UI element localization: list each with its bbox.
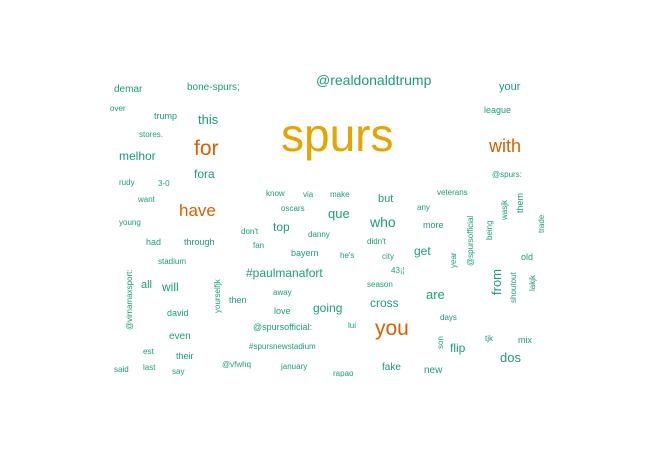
word-3: have: [179, 201, 216, 220]
word-12: league: [484, 105, 512, 115]
word-35: don't: [241, 227, 259, 236]
word-30: young: [119, 218, 141, 227]
word-84: say: [172, 367, 185, 376]
word-64: cross: [370, 296, 399, 310]
word-51: 43¡¦: [391, 266, 405, 275]
word-38: through: [184, 237, 215, 247]
word-19: know: [266, 189, 285, 198]
word-41: @spursofficial: [466, 215, 475, 266]
word-15: fora: [194, 167, 215, 181]
word-47: old: [521, 252, 534, 262]
word-55: season: [367, 280, 393, 289]
word-58: lakjk: [528, 274, 537, 291]
word-71: tjk: [485, 334, 493, 343]
word-45: city: [382, 252, 394, 261]
word-42: being: [485, 220, 494, 240]
word-78: dos: [500, 350, 521, 365]
word-21: make: [330, 190, 350, 199]
word-6: demar: [114, 84, 143, 95]
word-63: going: [313, 301, 343, 315]
word-14: melhor: [119, 149, 156, 163]
word-66: love: [274, 306, 291, 316]
word-49: year: [449, 252, 458, 268]
word-44: he's: [340, 251, 355, 260]
word-33: more: [423, 220, 444, 230]
word-18: 3-0: [158, 179, 170, 188]
word-8: your: [499, 81, 521, 93]
word-70: even: [169, 331, 191, 342]
word-53: all: [141, 279, 153, 291]
word-29: them: [515, 192, 525, 213]
word-56: from: [489, 269, 504, 295]
word-46: get: [414, 244, 431, 258]
word-81: fake: [382, 362, 401, 373]
word-25: oscars: [281, 204, 305, 213]
word-0: spurs: [281, 109, 394, 161]
word-17: rudy: [119, 178, 135, 187]
word-36: danny: [308, 230, 330, 239]
word-80: january: [281, 362, 308, 371]
word-1: for: [194, 137, 219, 160]
word-32: who: [370, 214, 396, 230]
word-43: bayern: [291, 248, 319, 258]
word-20: via: [303, 190, 314, 199]
word-48: stadium: [158, 257, 187, 266]
word-61: are: [426, 287, 445, 302]
word-24: want: [138, 195, 155, 204]
word-7: bone-spurs;: [187, 82, 240, 93]
word-39: fan: [253, 241, 265, 250]
word-37: had: [146, 237, 162, 247]
word-82: said: [114, 365, 129, 374]
word-62: then: [229, 295, 247, 305]
word-9: over: [110, 104, 126, 113]
word-23: veterans: [437, 188, 468, 197]
word-83: last: [143, 363, 156, 372]
word-40: didn't: [367, 237, 386, 246]
word-26: que: [328, 206, 350, 221]
word-11: this: [198, 112, 219, 127]
word-2: with: [489, 136, 522, 156]
word-69: lui: [348, 321, 357, 330]
word-28: wasjk: [500, 199, 509, 220]
word-77: their: [176, 351, 194, 361]
word-79: @vfwhq: [222, 360, 252, 369]
word-57: shoutout: [509, 272, 518, 303]
word-13: stores.: [139, 130, 164, 139]
word-85: rapao: [333, 369, 354, 378]
word-50: #paulmanafort: [246, 266, 323, 280]
word-22: but: [378, 193, 394, 205]
word-52: @virnamaxsport:: [125, 269, 134, 330]
word-73: #spursnewstadium: [249, 342, 316, 351]
word-65: david: [167, 308, 189, 318]
word-cloud-area: spurs for with have you @realdonaldtrump demar…: [100, 70, 560, 377]
word-27: any: [417, 203, 430, 212]
word-68: @spursofficial:: [253, 322, 312, 332]
word-72: mix: [518, 335, 532, 345]
word-75: flip: [450, 341, 466, 355]
word-76: est: [143, 347, 154, 356]
word-16: @spurs:: [492, 170, 522, 179]
word-5: @realdonaldtrump: [316, 72, 432, 88]
word-67: days: [440, 313, 457, 322]
word-10: trump: [154, 111, 178, 121]
word-86: new: [424, 365, 443, 376]
word-54: will: [162, 280, 179, 294]
word-31: top: [273, 220, 290, 234]
word-60: away: [273, 288, 292, 297]
word-34: trade: [537, 214, 546, 233]
word-59: yourselfjk: [213, 279, 222, 313]
word-4: you: [375, 317, 409, 340]
word-74: son: [436, 336, 445, 349]
